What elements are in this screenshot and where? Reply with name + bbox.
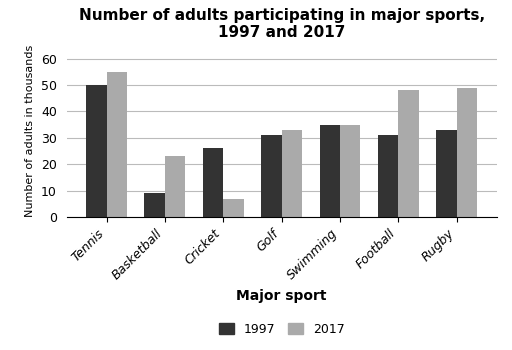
Y-axis label: Number of adults in thousands: Number of adults in thousands bbox=[25, 45, 35, 217]
Title: Number of adults participating in major sports,
1997 and 2017: Number of adults participating in major … bbox=[78, 8, 485, 40]
Bar bbox=[282, 130, 302, 217]
Bar bbox=[106, 72, 127, 217]
Bar bbox=[86, 85, 106, 217]
Bar bbox=[165, 156, 185, 217]
Bar bbox=[223, 198, 244, 217]
Bar bbox=[340, 125, 360, 217]
X-axis label: Major sport: Major sport bbox=[237, 289, 327, 303]
Bar bbox=[457, 88, 477, 217]
Bar bbox=[319, 125, 340, 217]
Bar bbox=[398, 90, 419, 217]
Bar bbox=[144, 193, 165, 217]
Legend: 1997, 2017: 1997, 2017 bbox=[214, 317, 350, 341]
Bar bbox=[261, 135, 282, 217]
Bar bbox=[436, 130, 457, 217]
Bar bbox=[203, 148, 223, 217]
Bar bbox=[378, 135, 398, 217]
